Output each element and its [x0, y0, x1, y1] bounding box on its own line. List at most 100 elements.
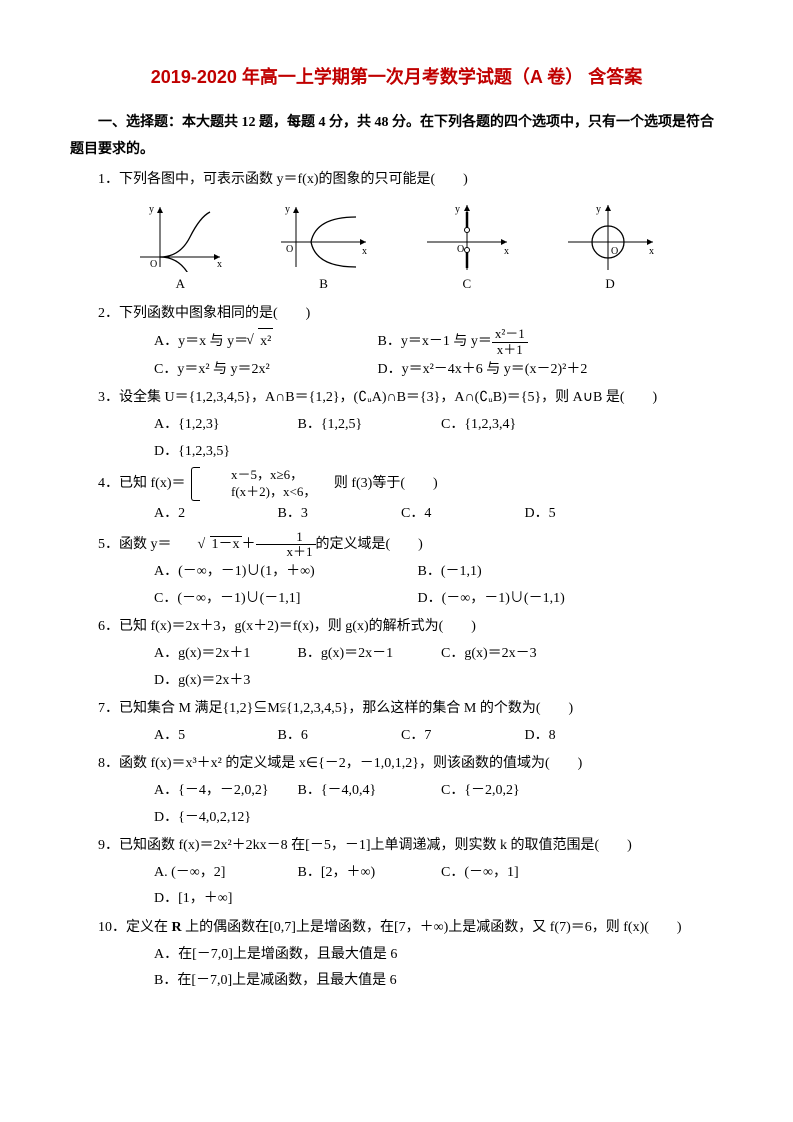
q10-b: B．在[－7,0]上是减函数，且最大值是 6 [154, 968, 723, 995]
sqrt-icon: x² [248, 328, 273, 356]
graph-option-a: x y O A [135, 202, 225, 297]
svg-text:y: y [596, 204, 601, 215]
svg-text:O: O [286, 244, 293, 255]
question-4: 4．已知 f(x)＝ x－5，x≥6， f(x＋2)，x<6， 则 f(3)等于… [70, 467, 723, 501]
question-8: 8．函数 f(x)＝x³＋x² 的定义域是 x∈{－2，－1,0,1,2}，则该… [70, 751, 723, 778]
q2-opt-a: A．y＝x 与 y＝ x² [154, 328, 374, 356]
graph-b-label: B [319, 276, 328, 291]
q9-d: D．[1，＋∞] [154, 886, 294, 913]
q2a-rad: x² [258, 328, 273, 356]
graph-b-svg: x y O [276, 202, 371, 272]
graph-c-label: C [463, 276, 472, 291]
svg-text:y: y [149, 204, 154, 215]
question-7-options: A．5 B．6 C．7 D．8 [70, 723, 723, 750]
question-1: 1．下列各图中，可表示函数 y＝f(x)的图象的只可能是( ) [70, 167, 723, 194]
graph-a-svg: x y O [135, 202, 225, 272]
svg-text:y: y [455, 204, 460, 215]
graph-a-label: A [176, 276, 185, 291]
svg-text:O: O [457, 244, 464, 255]
question-9-options: A. (－∞，2] B．[2，＋∞) C．(－∞，1] D．[1，＋∞] [70, 860, 723, 913]
graph-option-b: x y O B [276, 202, 371, 297]
q2b-text: B．y＝x－1 与 y＝ [378, 329, 492, 356]
svg-text:x: x [504, 246, 509, 257]
q8-c: C．{－2,0,2} [441, 778, 581, 805]
q4-right: 则 f(3)等于( ) [320, 476, 438, 491]
q5-num: 1 [256, 530, 316, 545]
svg-text:O: O [150, 259, 157, 270]
fraction-icon: x²－1x＋1 [492, 327, 528, 357]
q10-text-a: 10．定义在 [98, 920, 172, 935]
q9-a: A. (－∞，2] [154, 860, 294, 887]
graph-option-d: x y O D [563, 202, 658, 297]
q4-c: C．4 [401, 501, 521, 528]
q6-d: D．g(x)＝2x＋3 [154, 668, 294, 695]
q3-d: D．{1,2,3,5} [154, 439, 294, 466]
q6-a: A．g(x)＝2x＋1 [154, 641, 294, 668]
q5-b: B．(－1,1) [418, 559, 678, 586]
fraction-icon: 1x＋1 [256, 530, 316, 560]
q8-a: A．{－4，－2,0,2} [154, 778, 294, 805]
q3-a: A．{1,2,3} [154, 412, 294, 439]
q4-piece1: x－5，x≥6， [203, 467, 316, 484]
q6-b: B．g(x)＝2x－1 [298, 641, 438, 668]
graph-c-svg: x y O [422, 202, 512, 272]
q10-a: A．在[－7,0]上是增函数，且最大值是 6 [154, 942, 723, 969]
q7-a: A．5 [154, 723, 274, 750]
q2b-num: x²－1 [492, 327, 528, 342]
question-7: 7．已知集合 M 满足{1,2}⊆M⫋{1,2,3,4,5}，那么这样的集合 M… [70, 696, 723, 723]
q5-den: x＋1 [256, 545, 316, 559]
q3-c: C．{1,2,3,4} [441, 412, 581, 439]
question-9: 9．已知函数 f(x)＝2x²＋2kx－8 在[－5，－1]上单调递减，则实数 … [70, 833, 723, 860]
question-1-graphs: x y O A x y O B x y O [110, 202, 683, 297]
q6-c: C．g(x)＝2x－3 [441, 641, 581, 668]
svg-text:y: y [285, 204, 290, 215]
question-2-row1: A．y＝x 与 y＝ x² B．y＝x－1 与 y＝x²－1x＋1 [70, 327, 723, 357]
q8-b: B．{－4,0,4} [298, 778, 438, 805]
question-3-options: A．{1,2,3} B．{1,2,5} C．{1,2,3,4} D．{1,2,3… [70, 412, 723, 465]
question-2: 2．下列函数中图象相同的是( ) [70, 301, 723, 328]
q2a-text: A．y＝x 与 y＝ [154, 329, 248, 356]
q7-b: B．6 [278, 723, 398, 750]
q2-opt-c: C．y＝x² 与 y＝2x² [154, 357, 374, 384]
question-5-options-2: C．(－∞，－1)∪(－1,1] D．(－∞，－1)∪(－1,1) [70, 586, 723, 613]
q4-piece2: f(x＋2)，x<6， [203, 484, 316, 501]
section-1-heading: 一、选择题：本大题共 12 题，每题 4 分，共 48 分。在下列各题的四个选项… [70, 110, 723, 163]
q8-d: D．{－4,0,2,12} [154, 805, 294, 832]
q4-left: 4．已知 f(x)＝ [98, 476, 186, 491]
question-4-options: A．2 B．3 C．4 D．5 [70, 501, 723, 528]
q4-d: D．5 [525, 501, 645, 528]
q10-text-b: 上的偶函数在[0,7]上是增函数，在[7，＋∞)上是减函数，又 f(7)＝6，则… [182, 920, 682, 935]
question-10: 10．定义在 R 上的偶函数在[0,7]上是增函数，在[7，＋∞)上是减函数，又… [70, 915, 723, 942]
q9-c: C．(－∞，1] [441, 860, 581, 887]
exam-title: 2019-2020 年高一上学期第一次月考数学试题（A 卷） 含答案 [70, 60, 723, 94]
svg-text:x: x [649, 246, 654, 257]
question-6-options: A．g(x)＝2x＋1 B．g(x)＝2x－1 C．g(x)＝2x－3 D．g(… [70, 641, 723, 694]
q5-rad: 1－x [210, 536, 242, 552]
question-2-row2: C．y＝x² 与 y＝2x² D．y＝x²－4x＋6 与 y＝(x－2)²＋2 [70, 357, 723, 384]
q5-a: A．(－∞，－1)∪(1，＋∞) [154, 559, 414, 586]
q4-a: A．2 [154, 501, 274, 528]
graph-d-svg: x y O [563, 202, 658, 272]
q7-d: D．8 [525, 723, 645, 750]
piecewise-icon: x－5，x≥6， f(x＋2)，x<6， [189, 467, 316, 501]
sqrt-icon: 1－x [172, 532, 242, 559]
q5-left: 5．函数 y＝ [98, 537, 172, 552]
question-10-options: A．在[－7,0]上是增函数，且最大值是 6 B．在[－7,0]上是减函数，且最… [70, 942, 723, 995]
question-5: 5．函数 y＝ 1－x＋1x＋1的定义域是( ) [70, 530, 723, 560]
q9-b: B．[2，＋∞) [298, 860, 438, 887]
q7-c: C．7 [401, 723, 521, 750]
q4-b: B．3 [278, 501, 398, 528]
q5-c: C．(－∞，－1)∪(－1,1] [154, 586, 414, 613]
q5-d: D．(－∞，－1)∪(－1,1) [418, 586, 678, 613]
question-8-options: A．{－4，－2,0,2} B．{－4,0,4} C．{－2,0,2} D．{－… [70, 778, 723, 831]
question-5-options-1: A．(－∞，－1)∪(1，＋∞) B．(－1,1) [70, 559, 723, 586]
q2b-den: x＋1 [492, 343, 528, 357]
graph-d-label: D [605, 276, 614, 291]
q2-opt-b: B．y＝x－1 与 y＝x²－1x＋1 [378, 327, 528, 357]
q5-mid: ＋ [242, 537, 256, 552]
question-6: 6．已知 f(x)＝2x＋3，g(x＋2)＝f(x)，则 g(x)的解析式为( … [70, 614, 723, 641]
q2-opt-d: D．y＝x²－4x＋6 与 y＝(x－2)²＋2 [378, 357, 588, 384]
svg-text:x: x [217, 259, 222, 270]
question-3: 3．设全集 U＝{1,2,3,4,5}，A∩B＝{1,2}，(∁ᵤA)∩B＝{3… [70, 385, 723, 412]
q5-right: 的定义域是( ) [316, 537, 423, 552]
